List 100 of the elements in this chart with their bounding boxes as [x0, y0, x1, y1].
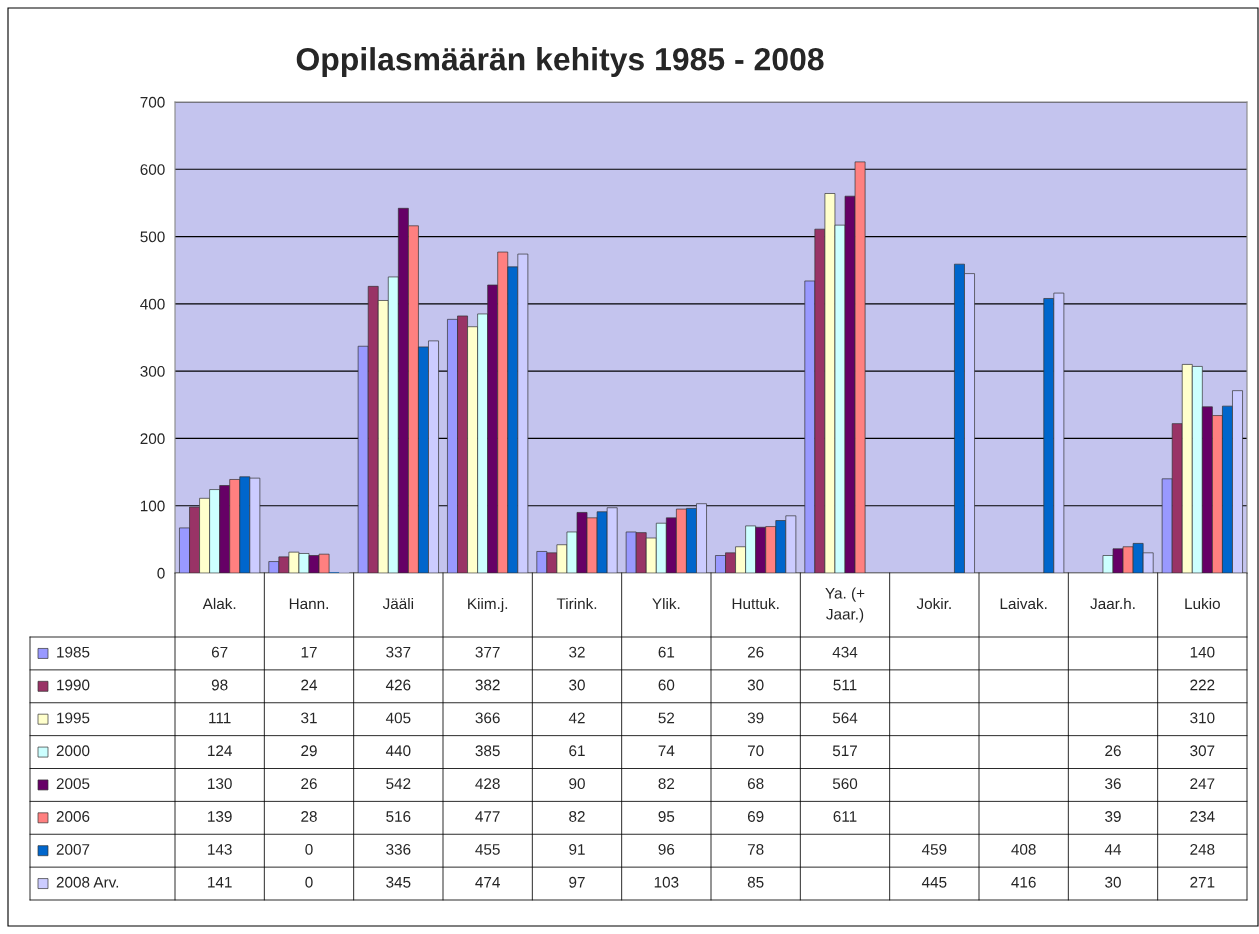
data-label: 140 [1190, 646, 1215, 658]
data-label: 459 [921, 843, 947, 855]
y-tick-label: 0 [157, 567, 165, 579]
y-tick-label: 200 [140, 433, 165, 445]
data-label: 345 [386, 876, 411, 888]
x-tick-label: Huttuk. [732, 597, 779, 610]
data-label: 440 [385, 745, 411, 757]
data-label: 445 [921, 877, 947, 888]
data-label: 30 [569, 679, 585, 691]
legend-label: 2006 [56, 811, 90, 822]
data-label: 30 [1105, 876, 1121, 888]
data-label: 61 [569, 745, 585, 757]
legend-label: 2007 [56, 843, 90, 855]
data-label: 477 [475, 811, 500, 822]
data-label: 247 [1190, 778, 1215, 789]
data-label: 0 [305, 876, 313, 888]
y-tick-label: 600 [140, 164, 165, 175]
data-label: 26 [1105, 745, 1121, 757]
data-label: 61 [658, 646, 675, 658]
y-tick-label: 700 [140, 96, 165, 108]
data-label: 416 [1011, 876, 1036, 888]
data-label: 82 [569, 811, 585, 822]
x-tick-label: Tirink. [556, 597, 597, 609]
legend-label: 1995 [57, 712, 90, 724]
data-label: 141 [208, 877, 232, 888]
data-label: 26 [747, 646, 764, 658]
x-tick-label: Laivak. [1000, 597, 1047, 610]
x-tick-label: Hann. [289, 598, 328, 610]
data-label: 271 [1190, 876, 1215, 888]
data-label: 455 [475, 844, 500, 855]
data-label: 143 [208, 843, 232, 855]
data-label: 85 [747, 876, 764, 888]
y-tick-label: 400 [140, 298, 165, 310]
data-label: 103 [654, 876, 679, 888]
data-label: 111 [209, 712, 231, 724]
data-label: 42 [568, 712, 585, 724]
x-tick-label: Jaar.h. [1090, 597, 1135, 610]
data-label: 32 [569, 646, 585, 658]
data-label: 74 [658, 745, 675, 757]
x-tick-label: Jääli [382, 597, 414, 610]
data-label: 139 [208, 811, 232, 822]
data-label: 434 [832, 646, 858, 658]
data-label: 95 [658, 811, 675, 822]
x-tick-label: Jokir. [916, 597, 951, 610]
legend-label: 2008 Arv. [56, 876, 119, 888]
data-label: 97 [569, 876, 585, 888]
data-label: 68 [747, 778, 764, 790]
data-label: 366 [475, 712, 500, 724]
data-label: 248 [1190, 843, 1215, 855]
x-tick-label: Lukio [1185, 597, 1220, 610]
data-label: 408 [1011, 843, 1036, 855]
data-label: 337 [386, 646, 411, 658]
data-label: 310 [1190, 712, 1215, 724]
data-label: 17 [301, 646, 317, 658]
data-label: 405 [385, 712, 411, 724]
data-label: 382 [475, 679, 500, 691]
data-label: 30 [747, 679, 764, 691]
data-label: 69 [747, 811, 764, 822]
data-label: 60 [658, 679, 675, 691]
x-tick-label: Alak. [202, 597, 236, 610]
data-label: 385 [475, 745, 500, 757]
data-label: 28 [301, 811, 317, 822]
data-label: 39 [747, 712, 764, 724]
data-label: 307 [1190, 745, 1215, 757]
y-tick-label: 300 [140, 366, 165, 377]
data-label: 564 [832, 712, 858, 724]
x-tick-label: Ylik. [652, 597, 680, 609]
data-label: 82 [658, 778, 675, 790]
legend-label: 1985 [57, 646, 90, 658]
data-label: 52 [658, 712, 675, 724]
data-label: 67 [211, 646, 228, 658]
data-label: 560 [832, 778, 858, 790]
data-label: 0 [305, 843, 313, 855]
data-label: 78 [747, 843, 764, 855]
data-label: 90 [569, 778, 585, 790]
data-label: 516 [386, 811, 411, 822]
data-label: 517 [832, 745, 857, 757]
legend-label: 1990 [57, 679, 90, 691]
legend-label: 2005 [56, 778, 90, 790]
data-label: 31 [301, 712, 317, 724]
data-label: 611 [833, 811, 857, 822]
data-label: 24 [301, 679, 318, 691]
data-label: 96 [658, 843, 675, 855]
data-label: 428 [475, 778, 500, 790]
x-tick-label: Ya. (+ Jaar.) [825, 587, 865, 623]
data-label: 39 [1105, 811, 1121, 822]
chart-title: Oppilasmäärän kehitys 1985 - 2008 [296, 47, 824, 77]
data-label: 130 [208, 778, 232, 790]
data-label: 26 [301, 778, 317, 790]
y-tick-label: 500 [140, 231, 165, 243]
data-label: 377 [475, 646, 500, 658]
data-label: 44 [1104, 844, 1122, 855]
y-tick-label: 100 [140, 500, 165, 512]
data-label: 70 [747, 745, 764, 757]
data-label: 336 [386, 843, 411, 855]
data-label: 36 [1105, 778, 1121, 790]
data-label: 124 [208, 745, 232, 757]
data-label: 222 [1190, 679, 1215, 691]
data-label: 474 [475, 877, 500, 888]
data-label: 234 [1190, 811, 1215, 822]
